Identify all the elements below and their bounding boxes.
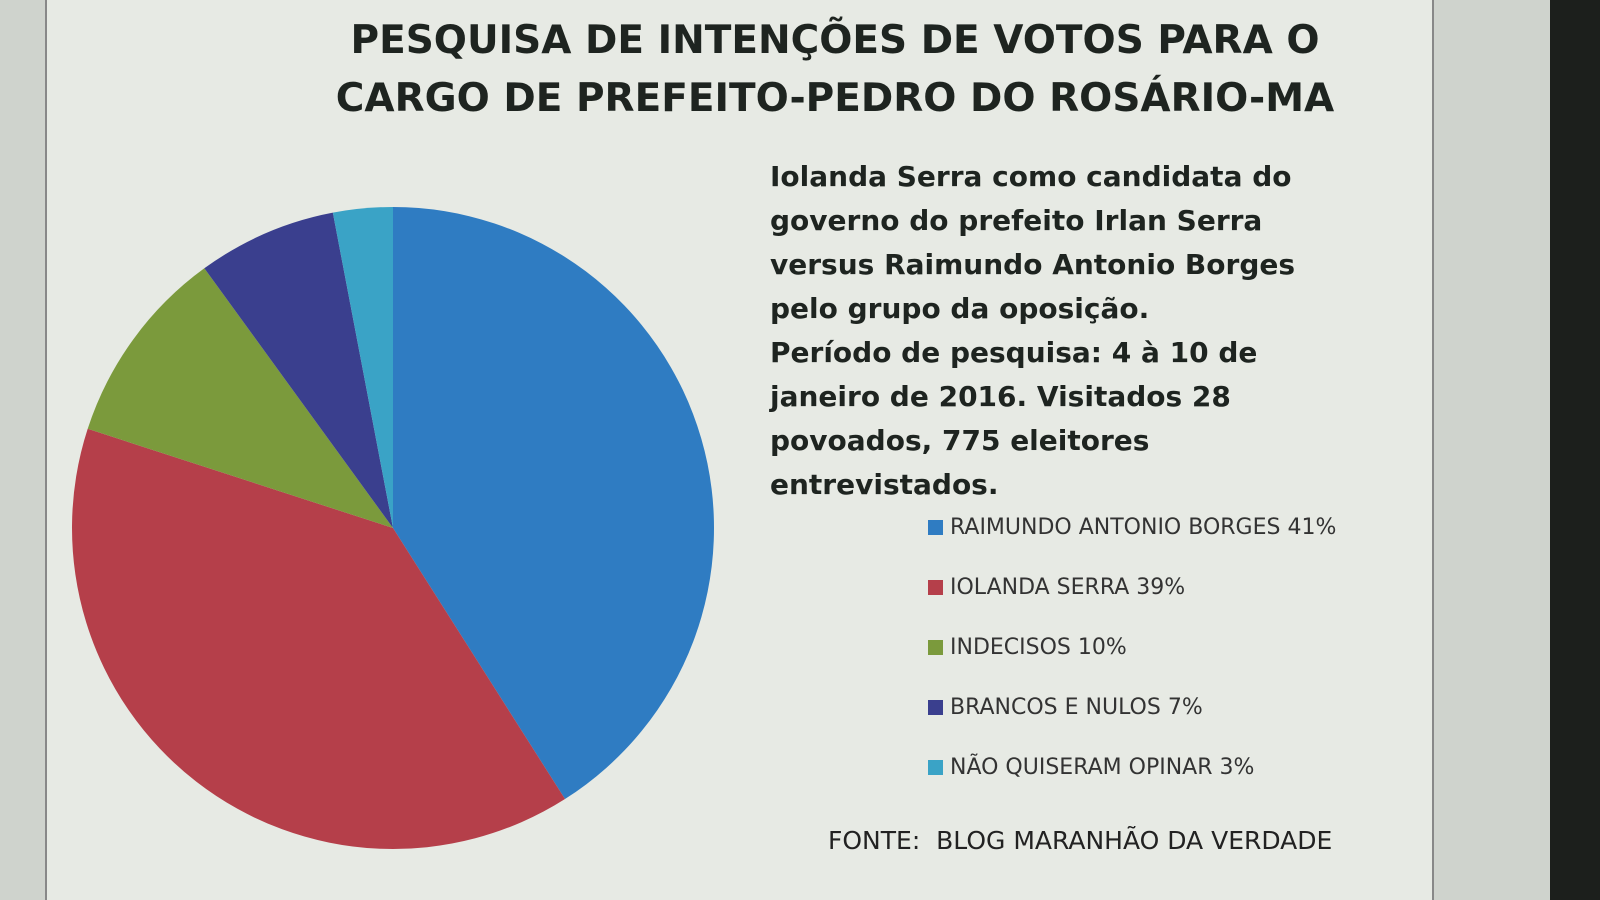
pie-slice [87,268,393,528]
legend-swatch [928,520,943,535]
legend-swatch [928,760,943,775]
legend-swatch [928,580,943,595]
annotation: Iolanda Serra como candidata do governo … [770,160,1296,325]
legend-label: RAIMUNDO ANTONIO BORGES 41% [950,515,1336,540]
pie-slice [393,207,714,800]
pie-slice [71,428,566,849]
legend-swatch [928,700,943,715]
screen-edge [1550,0,1600,900]
legend-swatch [928,640,943,655]
pie-slice [332,207,393,528]
description: Iolanda Serra como candidata do governo … [770,155,1370,507]
legend-label: INDECISOS 10% [950,635,1127,660]
source: FONTE: BLOG MARANHÃO DA VERDADE [828,825,1332,855]
chart-title: PESQUISA DE INTENÇÕES DE VOTOS PARA O CA… [335,18,1335,121]
legend-label: IOLANDA SERRA 39% [950,575,1185,600]
legend-label: BRANCOS E NULOS 7% [950,695,1203,720]
annotation: Período de pesquisa: 4 à 10 de janeiro d… [770,336,1258,501]
pie-slice [204,212,393,528]
legend-label: NÃO QUISERAM OPINAR 3% [950,753,1254,780]
